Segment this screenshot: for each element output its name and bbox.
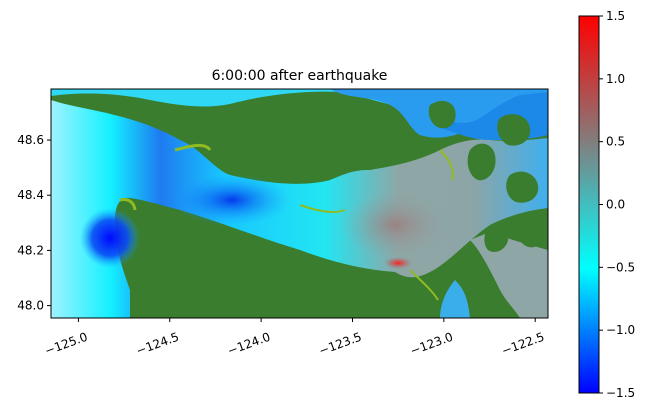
x-tick-label: −122.5 — [500, 330, 547, 358]
island-2 — [467, 143, 496, 181]
x-tick-label: −123.5 — [317, 330, 364, 358]
blue-anomaly-2 — [172, 174, 292, 226]
colorbar-tick-label: −0.5 — [606, 260, 635, 274]
strait-water — [51, 100, 548, 318]
colorbar-tick-label: 0.5 — [606, 135, 625, 149]
y-tick-label: 48.2 — [17, 243, 44, 257]
shore-5 — [439, 149, 454, 181]
island-3 — [497, 114, 531, 146]
island-1 — [428, 100, 456, 129]
chart-title: 6:00:00 after earthquake — [212, 68, 388, 84]
x-tick-label: −125.0 — [43, 330, 90, 358]
x-axis: −125.0 −124.5 −124.0 −123.5 −123.0 −122.5 — [43, 318, 546, 358]
shore-4 — [409, 269, 439, 301]
colorbar — [579, 16, 599, 393]
colorbar-axis: 1.5 1.0 0.5 0.0 −0.5 −1.0 −1.5 — [599, 9, 635, 400]
shore-2 — [119, 198, 137, 211]
island-5 — [517, 221, 543, 248]
y-axis: 48.0 48.2 48.4 48.6 — [17, 133, 51, 313]
inlet-water — [440, 280, 470, 318]
island-6 — [484, 223, 509, 252]
y-tick-label: 48.6 — [17, 133, 44, 147]
x-tick-label: −124.5 — [134, 330, 181, 358]
x-tick-label: −124.0 — [226, 330, 273, 358]
colorbar-tick-label: 1.0 — [606, 72, 625, 86]
shore-3 — [299, 204, 346, 214]
colorbar-tick-label: 1.5 — [606, 9, 625, 23]
colorbar-tick-label: 0.0 — [606, 198, 625, 212]
y-tick-label: 48.0 — [17, 299, 44, 313]
gray-anomaly — [340, 190, 450, 260]
plot-area — [51, 89, 548, 318]
shore-1 — [174, 143, 212, 152]
plot-frame — [50, 88, 549, 319]
colorbar-tick-label: −1.5 — [606, 386, 635, 400]
south-sound-water — [470, 232, 548, 318]
y-tick-label: 48.4 — [17, 188, 44, 202]
island-4 — [506, 171, 539, 203]
colorbar-tick-label: −1.0 — [606, 323, 635, 337]
x-tick-label: −123.0 — [408, 330, 455, 358]
red-anomaly — [384, 257, 412, 269]
blue-anomaly — [80, 208, 140, 268]
